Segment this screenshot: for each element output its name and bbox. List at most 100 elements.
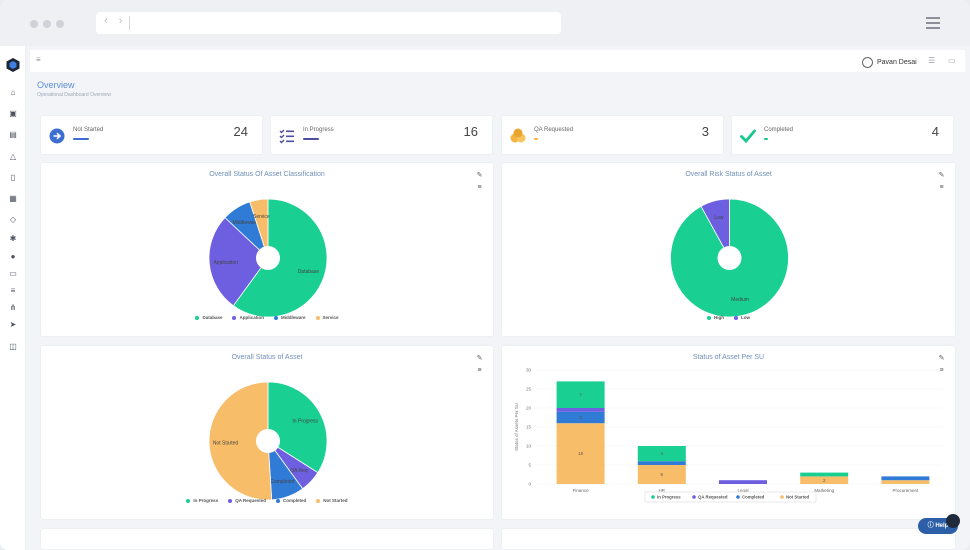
browser-menu-icon[interactable]: [926, 17, 940, 29]
list-icon[interactable]: ☰: [928, 56, 936, 65]
stat-value: 4: [931, 124, 939, 139]
pie-slice-label: Completed: [270, 479, 294, 485]
stat-label: Completed: [764, 127, 794, 133]
book-icon[interactable]: ◫: [9, 342, 17, 351]
avatar: [862, 56, 873, 68]
bar-segment-in-progress[interactable]: [556, 381, 605, 408]
stat-card-in-progress[interactable]: In Progress 16: [270, 115, 493, 155]
bar-segment-not-started[interactable]: [800, 476, 849, 484]
bar-segment-not-started[interactable]: [637, 465, 686, 484]
chat-bubble-icon[interactable]: [946, 514, 960, 528]
warning-icon[interactable]: △: [9, 152, 17, 161]
legend-label: Database: [202, 315, 223, 320]
bar-segment-not-started[interactable]: [556, 423, 605, 484]
stat-label: Not Started: [73, 127, 104, 133]
calendar-icon[interactable]: ▤: [9, 130, 17, 139]
legend-item[interactable]: Low: [734, 315, 750, 320]
bar-segment-in-progress[interactable]: [800, 472, 849, 477]
legend-item[interactable]: QA Requested: [228, 498, 266, 503]
stat-value: 16: [463, 124, 478, 139]
bookmark-icon[interactable]: ▯: [10, 173, 16, 182]
stat-card-completed[interactable]: Completed 4: [731, 115, 954, 155]
list-menu-icon[interactable]: ≡: [939, 184, 944, 191]
stat-bar: [534, 138, 538, 140]
list-menu-icon[interactable]: ≡: [939, 367, 944, 374]
inbox-icon[interactable]: ▭: [9, 269, 17, 278]
chart-card-asset-classification: Overall Status Of Asset Classification ✎…: [40, 162, 494, 337]
legend-item[interactable]: Middleware: [273, 315, 306, 320]
legend-label[interactable]: In Progress: [657, 495, 681, 500]
legend-dot-icon: [273, 315, 278, 320]
pie-slice-label: Not Started: [213, 440, 239, 446]
gear-icon[interactable]: ✱: [9, 234, 17, 243]
bar-segment-completed[interactable]: [637, 461, 686, 465]
legend-item[interactable]: In Progress: [186, 498, 218, 503]
legend-dot-icon: [707, 315, 711, 320]
bar-segment-in-progress[interactable]: [637, 446, 686, 462]
network-icon[interactable]: ⋔: [9, 303, 17, 312]
grid-icon[interactable]: ▦: [9, 194, 17, 203]
bar-data-label: 16: [578, 451, 584, 456]
pie-slice-low[interactable]: [700, 198, 730, 259]
calendar-icon[interactable]: ▭: [948, 56, 956, 65]
bar-segment-completed[interactable]: [881, 476, 930, 481]
list-menu-icon[interactable]: ≡: [477, 367, 482, 374]
user-menu[interactable]: Pavan Desai: [862, 55, 917, 69]
y-tick-label: 5: [528, 463, 531, 468]
bar-data-label: 2: [823, 478, 826, 483]
window-close-dot[interactable]: [30, 20, 38, 28]
send-icon[interactable]: ➤: [9, 320, 17, 329]
legend-dot-icon: [186, 498, 191, 503]
pie-center-hole: [717, 246, 742, 270]
home-icon[interactable]: ⌂: [10, 88, 16, 97]
chart-legend: [644, 491, 817, 503]
x-tick-label: Legal: [737, 488, 748, 493]
y-tick-label: 25: [526, 387, 532, 392]
bar-segment-qa-requested[interactable]: [719, 480, 767, 484]
legend-label: Completed: [283, 498, 307, 503]
legend-item[interactable]: Completed: [276, 498, 306, 503]
user-icon[interactable]: ●: [10, 252, 16, 261]
legend-dot-icon: [195, 315, 200, 320]
stat-card-not-started[interactable]: Not Started 24: [40, 115, 263, 155]
legend-item[interactable]: Service: [315, 315, 339, 320]
window-maximize-dot[interactable]: [56, 20, 64, 28]
y-tick-label: 0: [528, 482, 531, 487]
pie-slice-application[interactable]: [208, 217, 269, 307]
legend-label[interactable]: QA Requested: [698, 495, 728, 500]
pie-slice-not-started[interactable]: [208, 381, 273, 501]
list-menu-icon[interactable]: ≡: [477, 184, 482, 191]
bar-segment-qa-requested[interactable]: [556, 408, 605, 412]
help-label: Help: [935, 523, 949, 529]
legend-item[interactable]: Database: [195, 315, 222, 320]
list-icon[interactable]: ≡: [10, 286, 16, 295]
edit-icon[interactable]: ✎: [938, 172, 945, 179]
legend-item[interactable]: High: [707, 315, 724, 320]
hamburger-icon[interactable]: ≡: [36, 55, 41, 64]
edit-icon[interactable]: ✎: [476, 172, 483, 179]
legend-label: In Progress: [193, 498, 219, 503]
legend-label[interactable]: Not Started: [786, 495, 810, 500]
window-minimize-dot[interactable]: [43, 20, 51, 28]
stat-card-qa-requested[interactable]: QA Requested 3: [501, 115, 724, 155]
nav-arrows-icon[interactable]: ‹ ›: [104, 15, 127, 27]
pie-slice-database[interactable]: [232, 198, 328, 318]
x-tick-label: HR: [659, 488, 666, 493]
address-bar[interactable]: ‹ ›: [96, 12, 561, 34]
stat-label: In Progress: [303, 127, 334, 133]
app-logo-icon[interactable]: [6, 58, 20, 72]
edit-icon[interactable]: ✎: [938, 355, 945, 362]
edit-icon[interactable]: ✎: [476, 355, 483, 362]
chart-title: Overall Risk Status of Asset: [685, 171, 772, 178]
x-tick-label: Procurement: [893, 488, 920, 493]
legend-item[interactable]: Not Started: [316, 498, 348, 503]
legend-label[interactable]: Completed: [742, 495, 765, 500]
shield-icon[interactable]: ◇: [9, 215, 17, 224]
bar-segment-not-started[interactable]: [881, 480, 930, 484]
pie-slice-service[interactable]: [249, 198, 269, 259]
bar-segment-completed[interactable]: [556, 411, 605, 424]
legend-item[interactable]: Application: [232, 315, 264, 320]
sidebar: ⌂ ▣ ▤ △ ▯ ▦ ◇ ✱ ● ▭ ≡ ⋔ ➤ ◫: [0, 46, 26, 550]
bank-icon[interactable]: ▣: [9, 109, 17, 118]
